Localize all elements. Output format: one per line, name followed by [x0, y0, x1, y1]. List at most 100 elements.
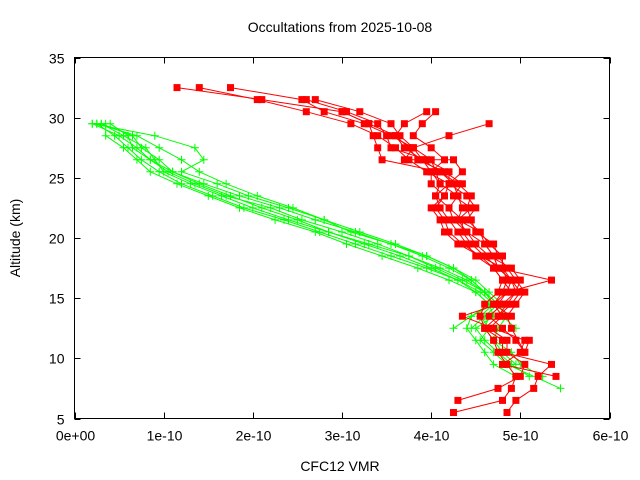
data-point-square — [494, 384, 502, 392]
data-point-plus — [364, 240, 373, 248]
data-point-square — [445, 132, 453, 140]
data-point-square — [458, 168, 466, 176]
data-point-square — [494, 300, 502, 308]
data-point-plus — [190, 143, 199, 152]
data-point-plus — [471, 288, 480, 297]
data-point-square — [503, 276, 511, 284]
data-point-square — [516, 288, 524, 296]
x-axis-ticks: 0e+00 1e-10 2e-10 3e-10 4e-10 5e-10 6e-10 — [56, 57, 629, 444]
data-point-square — [481, 252, 489, 260]
data-point-square — [298, 96, 306, 104]
data-point-square — [365, 120, 373, 128]
data-point-square — [445, 228, 453, 236]
data-point-square — [503, 312, 511, 320]
data-point-square — [392, 144, 399, 152]
data-point-square — [378, 156, 386, 164]
data-point-square — [463, 192, 471, 200]
data-point-square — [521, 336, 529, 344]
data-point-square — [499, 312, 506, 320]
data-point-square — [436, 180, 444, 188]
data-point-plus — [168, 167, 177, 176]
data-point-square — [490, 240, 498, 248]
data-point-square — [450, 409, 457, 416]
data-point-square — [445, 204, 453, 212]
data-point-plus — [132, 155, 141, 164]
data-point-square — [476, 252, 484, 260]
data-point-square — [481, 300, 489, 308]
data-point-plus — [422, 252, 431, 260]
data-point-square — [458, 204, 466, 212]
data-point-plus — [525, 372, 534, 381]
data-point-square — [490, 264, 498, 272]
data-point-plus — [275, 203, 284, 212]
data-point-square — [436, 204, 444, 212]
data-point-square — [485, 252, 493, 260]
data-point-square — [467, 204, 475, 212]
data-point-square — [454, 228, 462, 236]
data-point-square — [521, 360, 529, 368]
data-point-square — [499, 348, 506, 356]
data-point-square — [458, 180, 466, 188]
data-point-square — [400, 144, 408, 152]
data-point-plus — [106, 119, 115, 128]
data-point-square — [499, 324, 506, 332]
data-point-plus — [485, 288, 494, 297]
data-point-square — [512, 336, 520, 344]
data-point-square — [227, 84, 234, 92]
data-point-square — [436, 168, 444, 176]
data-point-square — [494, 288, 502, 296]
data-point-plus — [311, 215, 320, 224]
data-point-square — [387, 132, 395, 140]
data-point-plus — [110, 131, 119, 140]
data-point-square — [400, 120, 408, 128]
y-axis-label: Altitude (km) — [7, 199, 23, 278]
data-point-square — [503, 348, 511, 356]
data-point-square — [507, 384, 515, 392]
y-tick-label: 25 — [49, 171, 65, 187]
data-point-square — [503, 360, 511, 368]
data-point-square — [450, 192, 457, 200]
y-tick-label: 10 — [49, 351, 65, 367]
data-point-square — [548, 360, 555, 368]
data-point-square — [516, 348, 524, 356]
data-point-plus — [489, 360, 498, 369]
data-point-square — [499, 288, 506, 296]
data-point-square — [516, 372, 524, 380]
data-point-square — [387, 120, 395, 128]
data-point-square — [432, 168, 440, 176]
data-point-plus — [471, 276, 480, 285]
data-point-plus — [449, 324, 458, 333]
data-point-square — [521, 348, 529, 356]
data-point-square — [490, 336, 498, 344]
data-point-square — [369, 132, 377, 140]
data-point-square — [427, 180, 435, 188]
data-point-square — [494, 348, 502, 356]
data-point-square — [445, 168, 453, 176]
data-point-square — [454, 396, 462, 404]
data-point-square — [458, 312, 466, 320]
data-point-plus — [195, 167, 204, 176]
data-point-square — [499, 336, 506, 344]
data-point-plus — [480, 348, 489, 357]
data-point-square — [396, 132, 404, 140]
data-point-square — [507, 300, 515, 308]
data-point-square — [441, 168, 448, 176]
data-point-square — [409, 132, 417, 140]
data-point-square — [302, 108, 310, 116]
series-line — [96, 123, 561, 389]
x-tick-label: 1e-10 — [147, 428, 183, 444]
data-point-square — [507, 264, 515, 272]
data-point-square — [320, 108, 328, 116]
data-point-square — [485, 240, 493, 248]
data-point-square — [512, 396, 520, 404]
data-point-square — [507, 288, 515, 296]
data-point-square — [427, 144, 435, 152]
data-point-square — [485, 120, 493, 128]
y-tick-label: 5 — [57, 412, 65, 428]
data-point-square — [552, 372, 560, 380]
data-point-plus — [471, 336, 480, 345]
data-point-plus — [355, 228, 364, 236]
data-point-square — [392, 132, 399, 140]
data-point-square — [383, 132, 391, 140]
data-point-plus — [342, 240, 351, 248]
